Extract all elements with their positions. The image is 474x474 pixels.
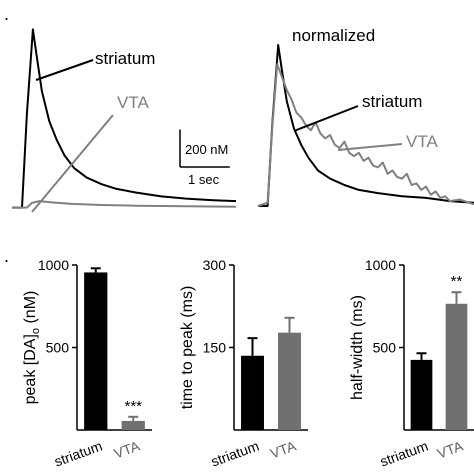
panel-mark-bottom: . [4,246,9,266]
normalized-traces-panel: normalized striatum VTA [257,26,474,207]
scale-bar-y-label: 200 nM [185,142,228,157]
bar-striatum [241,355,264,430]
panel-mark-top: . [4,4,9,24]
bar-striatum [84,272,108,430]
trace-vta [257,63,474,207]
category-label-vta: VTA [435,437,466,461]
trace-striatum [258,44,474,207]
y-tick-label: 1000 [38,257,69,273]
bar-vta [121,420,145,430]
vta-leader-line [31,114,114,213]
raw-traces-panel: striatum VTA 200 nM 1 sec [12,28,237,213]
peak-bar-chart: 500 1000 peak [DA]o (nM) striatum *** VTA [22,257,152,470]
vta-leader-line [337,143,403,151]
bar-striatum [410,359,433,430]
time-to-peak-bar-chart: 150 300 time to peak (ms) striatum VTA [179,257,308,470]
half-width-bar-chart: 500 1000 half-width (ms) striatum ** VTA [349,257,474,470]
trace-vta [12,200,237,209]
trace-striatum [12,28,237,209]
y-axis-label: peak [DA]o (nM) [22,291,42,405]
y-tick-label: 150 [203,340,227,356]
bar-vta [445,303,468,430]
category-label-striatum: striatum [52,438,104,470]
striatum-series-label: striatum [362,92,422,111]
bar-vta [278,332,301,430]
striatum-leader-line [293,105,359,132]
y-tick-label: 1000 [365,257,396,273]
striatum-series-label: striatum [95,49,155,68]
y-tick-label: 500 [373,340,397,356]
y-tick-label: 500 [46,340,70,356]
vta-series-label: VTA [406,132,438,151]
category-label-striatum: striatum [378,438,430,470]
category-label-vta: VTA [268,437,299,461]
y-axis-label: half-width (ms) [349,295,366,400]
significance-vta: ** [451,273,463,290]
vta-series-label: VTA [117,93,149,112]
y-tick-label: 300 [203,257,227,273]
category-label-vta: VTA [112,437,143,461]
normalized-title: normalized [292,26,375,45]
category-label-striatum: striatum [209,438,261,470]
significance-vta: *** [124,398,142,415]
striatum-leader-line [35,59,94,81]
y-axis-label: time to peak (ms) [179,286,196,410]
scale-bar-x-label: 1 sec [188,172,220,187]
